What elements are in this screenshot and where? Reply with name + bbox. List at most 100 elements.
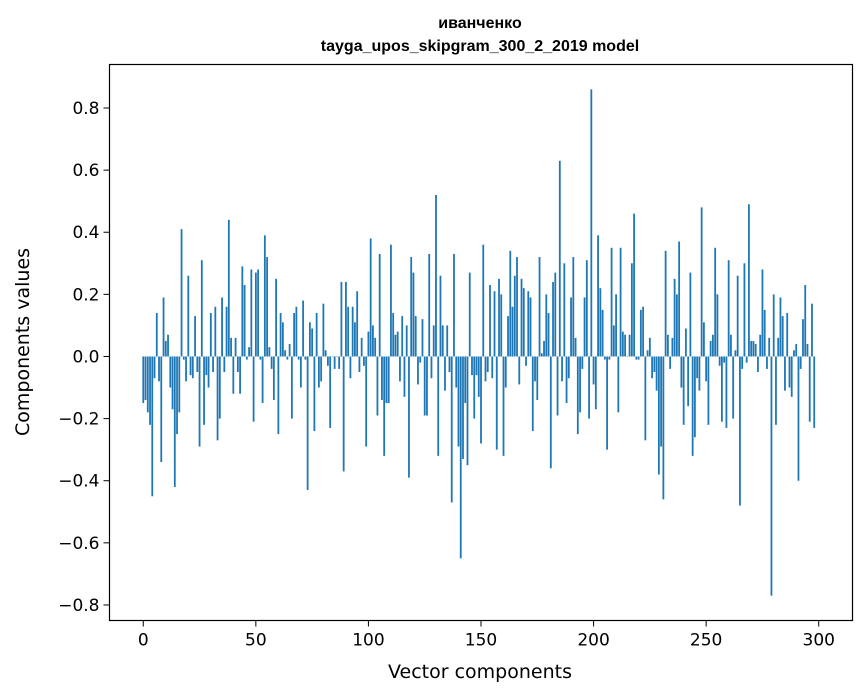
bar xyxy=(345,281,347,357)
y-tick-label: 0.8 xyxy=(72,99,99,119)
bar xyxy=(482,244,485,357)
bar xyxy=(160,356,163,463)
bar xyxy=(243,285,246,357)
bar xyxy=(592,356,595,385)
bar xyxy=(475,356,478,376)
bar xyxy=(421,319,424,357)
bar xyxy=(671,337,674,357)
bar xyxy=(480,356,482,444)
bar xyxy=(153,356,156,379)
x-tick-label: 150 xyxy=(465,631,497,651)
bar xyxy=(779,297,782,357)
y-tick-label: −0.6 xyxy=(58,534,99,554)
bar xyxy=(759,334,762,357)
bar xyxy=(144,356,147,400)
bar xyxy=(745,356,748,363)
bar xyxy=(612,325,615,357)
x-tick-label: 200 xyxy=(577,631,609,651)
bar xyxy=(261,356,264,404)
x-tick-label: 50 xyxy=(245,631,267,651)
bar xyxy=(678,241,681,357)
bar xyxy=(599,288,602,357)
bar xyxy=(167,334,169,357)
bar xyxy=(146,356,149,413)
bar xyxy=(707,356,710,425)
bar xyxy=(736,275,739,357)
bar xyxy=(306,356,309,491)
bar xyxy=(385,356,388,404)
bar xyxy=(459,356,462,559)
bar xyxy=(356,291,359,357)
bar xyxy=(574,337,577,357)
bar xyxy=(471,356,473,376)
bar xyxy=(534,356,536,382)
bar xyxy=(396,331,399,357)
bar xyxy=(230,337,232,357)
bar xyxy=(284,350,287,357)
bar xyxy=(513,275,516,357)
bar xyxy=(426,356,428,416)
bar xyxy=(423,356,426,416)
y-axis-label: Components values xyxy=(12,248,34,436)
bar xyxy=(741,356,744,369)
bar xyxy=(633,213,635,357)
bar xyxy=(441,325,444,357)
bar xyxy=(763,309,766,357)
bar xyxy=(594,356,597,410)
bar xyxy=(567,356,570,379)
x-tick-label: 250 xyxy=(690,631,722,651)
bar xyxy=(684,328,687,357)
bar xyxy=(644,356,647,441)
bar xyxy=(603,356,606,360)
bar xyxy=(669,356,672,369)
bar xyxy=(610,247,613,357)
bar xyxy=(799,356,802,369)
bar xyxy=(655,356,658,391)
bar xyxy=(450,356,453,503)
bar xyxy=(236,356,239,373)
bar xyxy=(297,356,300,360)
bar xyxy=(473,356,476,419)
bar xyxy=(293,312,296,357)
bar xyxy=(448,356,451,373)
bar xyxy=(601,309,604,357)
bar xyxy=(430,356,433,379)
bar xyxy=(302,300,305,357)
bar xyxy=(790,356,793,397)
x-axis-ticks: 0 50 100 150 200 250 300 xyxy=(138,620,835,651)
bar xyxy=(563,263,566,357)
bar xyxy=(680,356,683,388)
bar xyxy=(383,356,386,456)
bar xyxy=(572,257,575,357)
bar xyxy=(648,337,651,357)
bar xyxy=(349,356,352,379)
bar xyxy=(180,229,183,357)
bar xyxy=(522,288,525,357)
y-tick-label: −0.8 xyxy=(58,596,99,616)
bar xyxy=(797,356,800,481)
bar xyxy=(290,356,293,419)
bar xyxy=(493,291,496,357)
bar xyxy=(178,356,181,413)
bar xyxy=(588,356,590,419)
bar xyxy=(313,356,316,432)
bar xyxy=(194,316,196,357)
bar xyxy=(565,356,568,404)
x-tick-label: 300 xyxy=(803,631,835,651)
y-tick-label: −0.4 xyxy=(58,472,99,492)
bar xyxy=(401,316,404,357)
bar xyxy=(516,257,518,357)
bar xyxy=(628,334,631,357)
bar xyxy=(399,356,401,382)
bar xyxy=(518,356,521,385)
bar xyxy=(390,244,392,357)
bar xyxy=(198,356,201,447)
bar xyxy=(173,356,176,487)
bar xyxy=(392,312,395,357)
bar xyxy=(657,356,660,475)
y-tick-label: 0.4 xyxy=(72,223,99,243)
bar xyxy=(788,356,791,388)
bar xyxy=(637,356,640,360)
bar xyxy=(405,325,408,357)
bar xyxy=(462,356,464,459)
